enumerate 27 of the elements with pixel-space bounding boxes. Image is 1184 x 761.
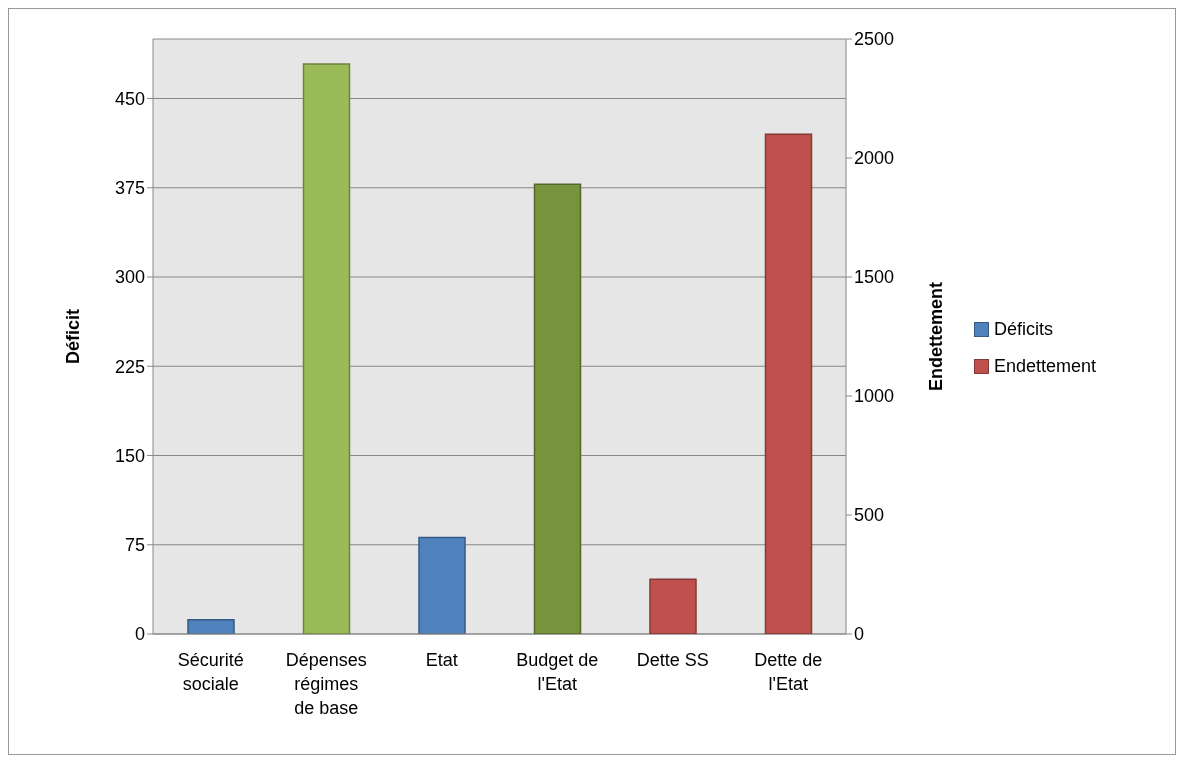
y-tick-label: 450 xyxy=(114,88,145,109)
y-tick-label: 300 xyxy=(114,267,145,288)
y2-tick-label: 500 xyxy=(854,505,885,526)
x-tick-label: Budget de l'Etat xyxy=(516,650,599,694)
x-tick-label: Dépenses régimes de base xyxy=(285,650,367,718)
y2-tick-label: 2500 xyxy=(854,29,895,50)
y2-tick-label: 1000 xyxy=(854,386,895,407)
y-tick-label: 75 xyxy=(124,535,145,556)
bar xyxy=(187,618,235,634)
bar xyxy=(533,183,582,634)
y2-axis-title: Endettement xyxy=(926,281,947,392)
legend-label: Déficits xyxy=(994,319,1054,340)
y2-tick-label: 0 xyxy=(854,624,865,645)
bar xyxy=(418,536,466,634)
x-tick-label: Dette SS xyxy=(636,650,709,670)
x-tick-label: Sécurité sociale xyxy=(177,650,244,694)
legend-label: Endettement xyxy=(994,356,1097,377)
x-tick-label: Dette de l'Etat xyxy=(754,650,823,694)
x-tick-label: Etat xyxy=(425,650,458,670)
y-tick-label: 0 xyxy=(134,624,145,645)
y-axis-title: Déficit xyxy=(63,308,84,365)
y-tick-label: 375 xyxy=(114,178,145,199)
y-tick-label: 225 xyxy=(114,356,145,377)
y2-tick-label: 1500 xyxy=(854,267,895,288)
y-tick-label: 150 xyxy=(114,445,145,466)
y2-tick-label: 2000 xyxy=(854,148,895,169)
bar xyxy=(302,63,351,634)
